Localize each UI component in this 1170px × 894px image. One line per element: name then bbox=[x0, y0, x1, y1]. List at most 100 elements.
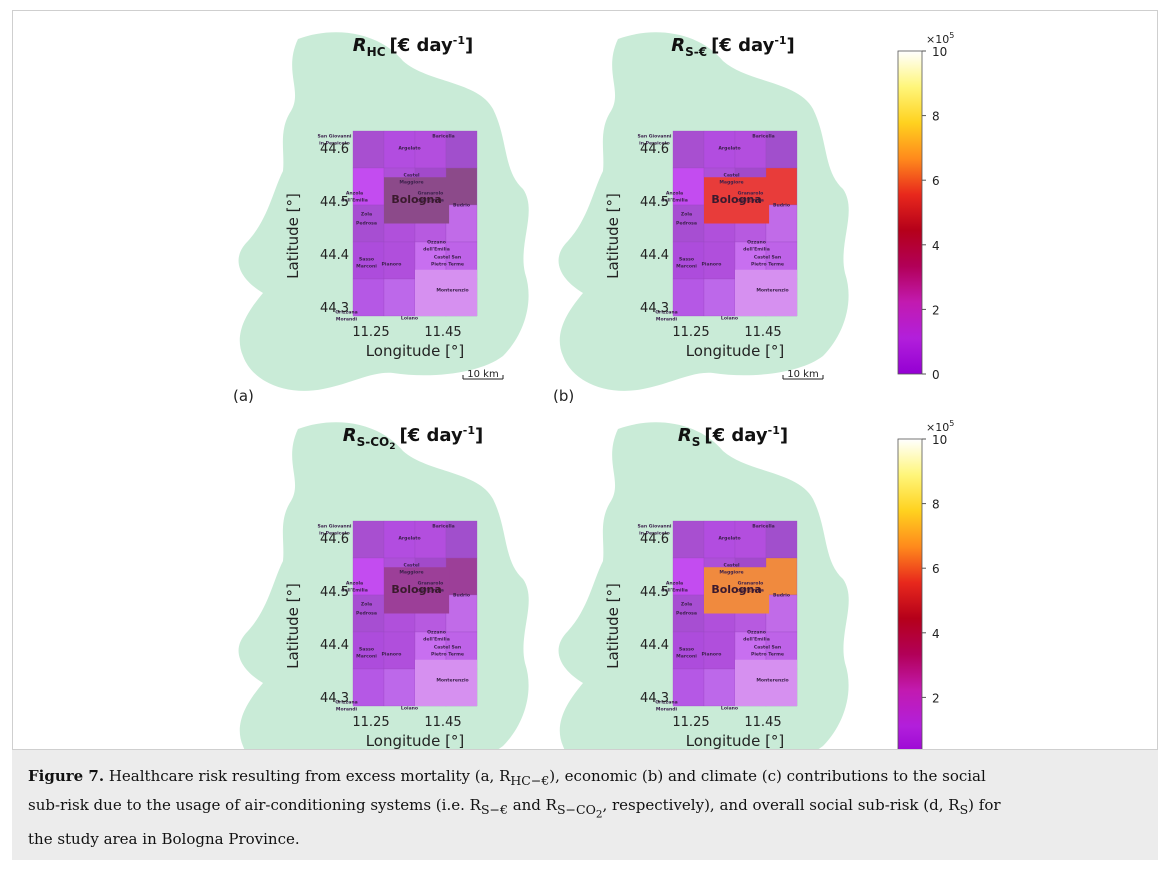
grid-cell bbox=[765, 594, 798, 633]
bologna-cell bbox=[384, 567, 450, 614]
town-label: Castel bbox=[723, 563, 740, 569]
caption-text-6: ) for bbox=[968, 796, 1001, 814]
town-label: dell'Emilia bbox=[661, 198, 688, 204]
town-label: Sasso bbox=[359, 257, 374, 263]
town-label: Budrio bbox=[773, 203, 790, 209]
lon-tick-label: 11.45 bbox=[744, 325, 781, 340]
town-label: dell'Emilia bbox=[417, 198, 444, 204]
town-label: Granarolo bbox=[418, 581, 444, 587]
lon-tick-label: 11.45 bbox=[424, 715, 461, 730]
grid-cell bbox=[445, 130, 478, 169]
lat-tick-label: 44.6 bbox=[640, 532, 669, 547]
caption-text-5: , respectively), and overall social sub-… bbox=[602, 796, 960, 814]
town-label: Castel bbox=[403, 173, 420, 179]
panel-label: (a) bbox=[233, 387, 254, 405]
lat-tick-label: 44.5 bbox=[320, 195, 349, 210]
colorbar-tick-label: 6 bbox=[932, 174, 940, 188]
grid-cell bbox=[703, 668, 736, 707]
town-label: Pianoro bbox=[382, 652, 402, 658]
town-label: Pianoro bbox=[702, 652, 722, 658]
lat-tick-label: 44.5 bbox=[320, 585, 349, 600]
caption-text-3: sub-risk due to the usage of air-conditi… bbox=[28, 796, 481, 814]
x-axis-label: Longitude [°] bbox=[686, 342, 785, 360]
town-label: Loiano bbox=[401, 316, 418, 322]
colorbar-tick-label: 8 bbox=[932, 498, 940, 512]
town-label: Pedrosa bbox=[676, 611, 697, 617]
colorbar-exponent: ×105 bbox=[926, 419, 954, 434]
grid-cell bbox=[352, 130, 385, 169]
town-label: Morandi bbox=[656, 317, 678, 323]
town-label: Grizzana bbox=[335, 700, 357, 706]
grid-cell bbox=[383, 520, 416, 559]
grid-cell bbox=[734, 520, 767, 559]
town-label: Anzola bbox=[346, 581, 363, 587]
monterenzio-cell bbox=[415, 659, 477, 706]
grid-cell bbox=[414, 520, 447, 559]
town-label: Zola bbox=[361, 212, 372, 218]
grid-cell bbox=[703, 241, 736, 280]
town-label: Pedrosa bbox=[356, 221, 377, 227]
colorbar-tick-label: 2 bbox=[932, 303, 940, 317]
town-label: dell'Emilia bbox=[737, 588, 764, 594]
colorbar-tick-label: 2 bbox=[932, 691, 940, 705]
town-label: Budrio bbox=[453, 593, 470, 599]
town-label: Castel San bbox=[754, 645, 781, 651]
town-label: Grizzana bbox=[655, 310, 677, 316]
town-label: Loiano bbox=[721, 316, 738, 322]
town-label: Pietro Terme bbox=[751, 652, 784, 658]
grid-cell bbox=[765, 557, 798, 596]
city-label-bologna: Bologna bbox=[711, 193, 761, 206]
colorbar-tick-label: 6 bbox=[932, 562, 940, 576]
y-axis-label: Latitude [°] bbox=[284, 583, 302, 669]
caption-line-1: Figure 7. Healthcare risk resulting from… bbox=[28, 764, 1142, 793]
lon-tick-label: 11.25 bbox=[672, 715, 709, 730]
x-axis-label: Longitude [°] bbox=[366, 342, 465, 360]
town-label: Grizzana bbox=[335, 310, 357, 316]
lat-tick-label: 44.3 bbox=[640, 691, 669, 706]
lat-tick-label: 44.6 bbox=[320, 532, 349, 547]
grid-cell bbox=[352, 668, 385, 707]
town-label: Castel San bbox=[434, 255, 461, 261]
lat-tick-label: 44.5 bbox=[640, 585, 669, 600]
colorbar-gradient bbox=[897, 50, 923, 375]
city-label-bologna: Bologna bbox=[391, 193, 441, 206]
grid-cell bbox=[445, 167, 478, 206]
grid-cell bbox=[383, 631, 416, 670]
grid-cell bbox=[445, 520, 478, 559]
town-label: Monterenzio bbox=[756, 678, 788, 684]
grid-cell bbox=[703, 278, 736, 317]
grid-cell bbox=[672, 130, 705, 169]
caption-sub-4: S bbox=[959, 802, 969, 817]
town-label: Granarolo bbox=[738, 581, 764, 587]
panel-title: RS [€ day-1] bbox=[678, 424, 788, 449]
town-label: dell'Emilia bbox=[743, 637, 770, 643]
y-axis-label: Latitude [°] bbox=[604, 193, 622, 279]
grid-cell bbox=[734, 130, 767, 169]
caption-sub-2: S−€ bbox=[480, 802, 508, 817]
grid-cell bbox=[672, 278, 705, 317]
town-label: Baricella bbox=[752, 524, 775, 530]
panel-title: RHC [€ day-1] bbox=[353, 34, 473, 59]
town-label: Anzola bbox=[346, 191, 363, 197]
colorbar-tick-label: 4 bbox=[932, 239, 940, 253]
town-label: Monterenzio bbox=[436, 678, 468, 684]
town-label: Sasso bbox=[679, 257, 694, 263]
grid-cell bbox=[672, 241, 705, 280]
town-label: Castel bbox=[403, 563, 420, 569]
town-label: Pianoro bbox=[382, 262, 402, 268]
lon-tick-label: 11.25 bbox=[352, 715, 389, 730]
town-label: in Persiceto bbox=[639, 531, 670, 537]
lat-tick-label: 44.4 bbox=[320, 638, 349, 653]
lat-tick-label: 44.6 bbox=[320, 142, 349, 157]
caption-line-2: sub-risk due to the usage of air-conditi… bbox=[28, 793, 1142, 827]
grid-cell bbox=[383, 668, 416, 707]
town-label: Sasso bbox=[359, 647, 374, 653]
town-label: Marconi bbox=[356, 264, 377, 270]
town-label: Marconi bbox=[356, 654, 377, 660]
town-label: dell'Emilia bbox=[661, 588, 688, 594]
colorbar-gradient bbox=[897, 438, 923, 763]
grid-cell bbox=[672, 167, 705, 206]
lon-tick-label: 11.45 bbox=[744, 715, 781, 730]
